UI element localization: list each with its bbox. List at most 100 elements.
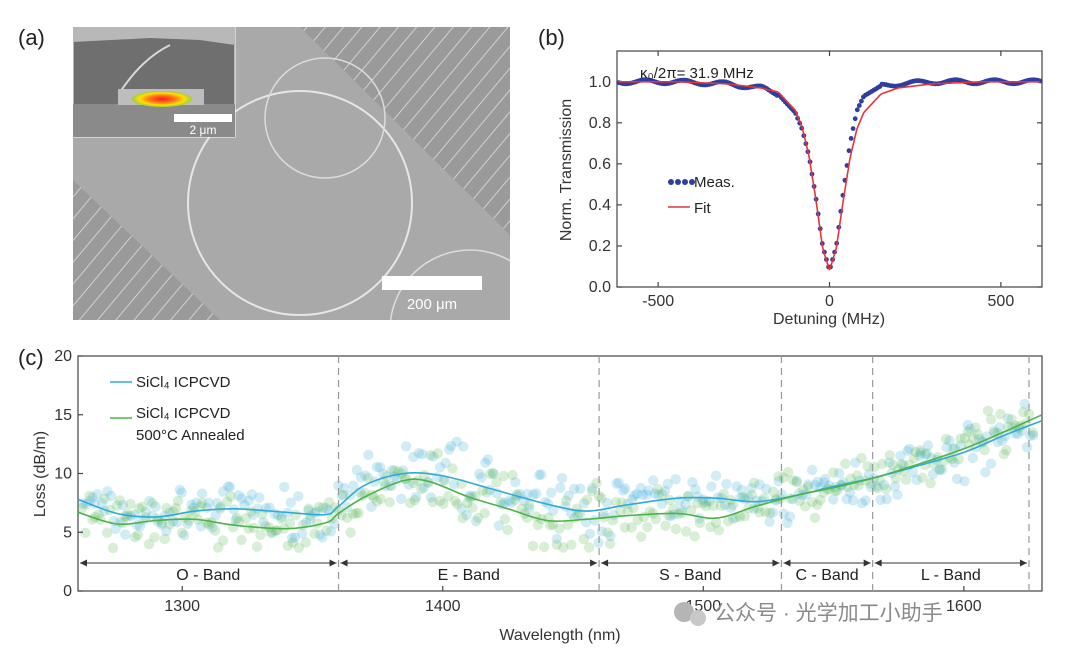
legend-c: SiCl₄ ICPCVD SiCl₄ ICPCVD 500°C Annealed <box>110 374 245 444</box>
annealed-point <box>890 473 901 484</box>
icpcvd-point <box>915 447 927 458</box>
annealed-point <box>840 458 851 469</box>
icpcvd-point <box>575 483 586 494</box>
annealed-point <box>856 452 867 464</box>
annealed-point <box>622 506 634 517</box>
annealed-point <box>159 533 170 545</box>
annealed-point <box>676 507 688 518</box>
band-label: O - Band <box>176 567 240 584</box>
icpcvd-point <box>622 498 633 509</box>
annealed-point <box>287 537 298 548</box>
band-label: E - Band <box>438 567 500 584</box>
band-arrowhead <box>601 559 609 567</box>
icpcvd-point <box>499 497 510 508</box>
legend-icpcvd: SiCl₄ ICPCVD <box>136 374 231 391</box>
annealed-point <box>636 531 647 542</box>
icpcvd-point <box>967 452 978 464</box>
meas-point <box>846 148 852 154</box>
annealed-point <box>172 495 184 507</box>
annealed-point <box>900 474 912 485</box>
annealed-point <box>691 498 703 509</box>
icpcvd-point <box>96 497 108 509</box>
icpcvd-point <box>643 485 654 496</box>
icpcvd-point <box>555 482 566 493</box>
annealed-point <box>305 510 316 521</box>
annealed-point <box>439 475 450 486</box>
icpcvd-point <box>147 510 158 522</box>
icpcvd-point <box>856 498 868 509</box>
annealed-point <box>782 466 794 478</box>
annealed-point <box>120 510 131 522</box>
icpcvd-point <box>546 487 557 498</box>
x-tick-label-c: 1600 <box>946 598 982 615</box>
annealed-point <box>722 516 734 527</box>
annealed-point <box>768 486 779 497</box>
icpcvd-point <box>474 468 485 480</box>
legend-annealed-line2: 500°C Annealed <box>136 427 245 444</box>
annealed-point <box>284 517 296 529</box>
annealed-point <box>626 522 637 533</box>
icpcvd-point <box>902 445 913 456</box>
annealed-point <box>586 485 597 497</box>
annealed-point <box>509 494 521 506</box>
annealed-point <box>516 503 527 514</box>
icpcvd-point <box>810 479 821 491</box>
annealed-point <box>272 525 283 536</box>
icpcvd-point <box>152 516 163 527</box>
annealed-point <box>727 499 739 511</box>
icpcvd-point <box>110 523 121 535</box>
annealed-point <box>347 508 359 520</box>
icpcvd-point <box>662 478 673 490</box>
scale-bar <box>382 276 482 290</box>
sem-image <box>73 27 510 320</box>
annealed-point <box>303 503 314 514</box>
icpcvd-point <box>980 467 991 478</box>
icpcvd-point <box>355 472 367 483</box>
legend-annealed-line1: SiCl₄ ICPCVD <box>136 405 231 422</box>
meas-point <box>850 126 856 131</box>
annealed-point <box>499 513 511 525</box>
annealed-point <box>257 509 268 520</box>
annealed-point <box>538 541 550 553</box>
band-arrowhead <box>874 559 882 567</box>
meas-point <box>852 116 858 122</box>
annealed-point <box>715 500 727 511</box>
icpcvd-point <box>565 508 577 519</box>
annealed-point <box>562 519 574 530</box>
icpcvd-point <box>314 529 326 540</box>
annealed-point <box>111 500 123 511</box>
icpcvd-point <box>962 419 973 431</box>
annealed-point <box>749 477 760 488</box>
x-tick-label-b: -500 <box>642 293 674 310</box>
linewidth-annotation: κ₀/2π= 31.9 MHz <box>640 65 754 82</box>
icpcvd-point <box>451 436 462 447</box>
annealed-point <box>884 450 895 461</box>
y-tick-label-c: 0 <box>63 583 72 600</box>
annealed-point <box>427 496 438 508</box>
annealed-point <box>502 524 513 536</box>
annealed-point <box>800 501 811 512</box>
meas-point <box>856 103 862 108</box>
icpcvd-point <box>293 491 304 502</box>
annealed-point <box>754 507 765 518</box>
annealed-point <box>593 490 605 502</box>
annealed-point <box>982 405 994 416</box>
icpcvd-point <box>217 486 229 497</box>
annealed-point <box>710 517 722 528</box>
waveguide-bundle-top-right <box>300 27 510 235</box>
annealed-point <box>737 491 749 503</box>
icpcvd-point <box>628 490 640 501</box>
annealed-point <box>290 509 301 521</box>
icpcvd-point <box>860 495 871 506</box>
annealed-point <box>186 505 197 516</box>
annealed-point <box>1023 408 1035 419</box>
annealed-point <box>1027 427 1039 438</box>
optical-mode-profile <box>132 91 192 107</box>
annealed-point <box>560 495 572 506</box>
annealed-point <box>730 512 742 523</box>
annealed-point <box>195 501 206 512</box>
annealed-point <box>134 503 145 514</box>
inset-scale-bar <box>174 114 232 122</box>
icpcvd-point <box>601 497 613 509</box>
icpcvd-point <box>276 511 287 522</box>
